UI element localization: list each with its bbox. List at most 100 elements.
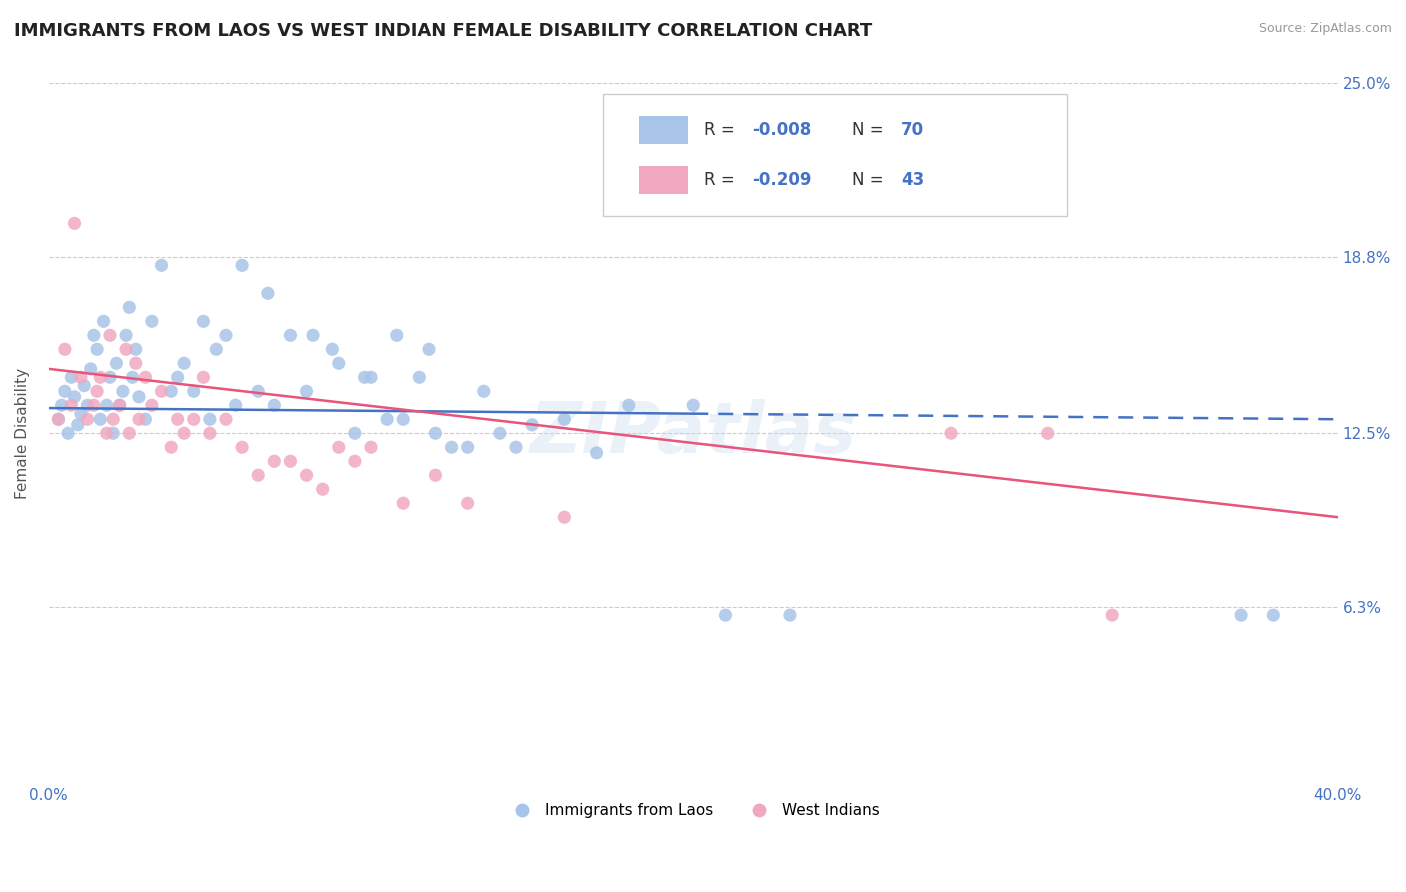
Point [553,412,575,426]
Text: 43: 43 [901,171,924,189]
Point [505,440,527,454]
Point [108,398,131,412]
Point [193,370,215,384]
Point [63,216,86,230]
Point [89,412,111,426]
Point [392,496,415,510]
Point [617,398,640,412]
Point [360,440,382,454]
Point [1036,426,1059,441]
Point [76,412,98,426]
Point [553,510,575,524]
Text: ZIPatlas: ZIPatlas [530,399,856,467]
Point [263,398,285,412]
Point [939,426,962,441]
Point [472,384,495,399]
Point [160,384,183,399]
Point [115,343,138,357]
Y-axis label: Female Disability: Female Disability [15,368,30,499]
Point [247,468,270,483]
Point [457,496,479,510]
Point [263,454,285,468]
Point [98,370,121,384]
Point [457,440,479,454]
Point [225,398,247,412]
Point [79,362,101,376]
Point [66,417,89,432]
Point [173,426,195,441]
Point [150,258,173,272]
Point [48,412,70,426]
Point [385,328,408,343]
Point [295,384,318,399]
Legend: Immigrants from Laos, West Indians: Immigrants from Laos, West Indians [501,797,886,824]
Text: IMMIGRANTS FROM LAOS VS WEST INDIAN FEMALE DISABILITY CORRELATION CHART: IMMIGRANTS FROM LAOS VS WEST INDIAN FEMA… [14,22,872,40]
Point [111,384,134,399]
Point [215,412,238,426]
Point [714,608,737,623]
Point [121,370,143,384]
Point [193,314,215,328]
Point [353,370,375,384]
Bar [640,166,688,194]
Point [173,356,195,370]
Point [96,398,118,412]
Point [86,343,108,357]
Point [418,343,440,357]
Text: -0.008: -0.008 [752,121,811,139]
Point [295,468,318,483]
Text: Source: ZipAtlas.com: Source: ZipAtlas.com [1258,22,1392,36]
Point [1263,608,1285,623]
Point [134,412,156,426]
Text: R =: R = [703,121,740,139]
Point [96,426,118,441]
Point [231,440,253,454]
Point [103,426,125,441]
Point [166,370,188,384]
Point [128,390,150,404]
Point [682,398,704,412]
Point [247,384,270,399]
Point [105,356,128,370]
Point [520,417,543,432]
Point [160,440,183,454]
Point [76,398,98,412]
Point [150,384,173,399]
Point [1230,608,1253,623]
Point [1101,608,1123,623]
Point [328,440,350,454]
Text: R =: R = [703,171,740,189]
Point [134,370,156,384]
Point [70,407,93,421]
Point [343,426,366,441]
Point [231,258,253,272]
Point [83,398,105,412]
Point [280,328,302,343]
Point [115,328,138,343]
Point [56,426,79,441]
Point [440,440,463,454]
Point [343,454,366,468]
Text: 70: 70 [901,121,924,139]
Point [125,343,148,357]
Point [98,328,121,343]
Point [83,328,105,343]
Point [141,398,163,412]
Point [141,314,163,328]
Point [89,370,111,384]
Point [166,412,188,426]
Point [128,412,150,426]
Point [257,286,280,301]
Point [60,370,83,384]
Point [125,356,148,370]
Point [118,301,141,315]
Text: -0.209: -0.209 [752,171,813,189]
Point [53,343,76,357]
Point [585,446,607,460]
Point [183,384,205,399]
Point [198,426,221,441]
Point [198,412,221,426]
Point [108,398,131,412]
Point [93,314,115,328]
Point [392,412,415,426]
